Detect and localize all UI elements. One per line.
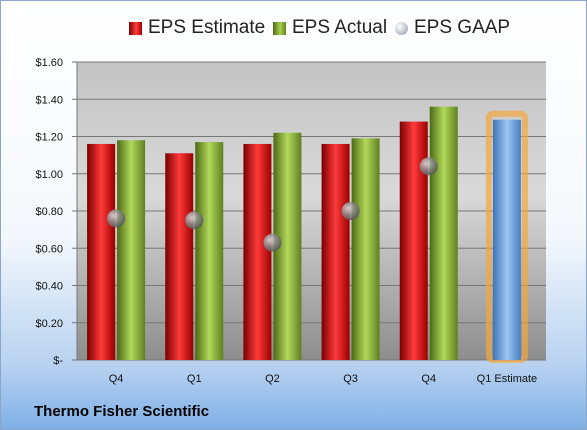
legend-label-gaap: EPS GAAP bbox=[414, 17, 511, 38]
legend-swatch-estimate bbox=[129, 21, 142, 35]
x-tick-label: Q3 bbox=[343, 373, 358, 385]
marker-eps-gaap bbox=[341, 202, 360, 220]
y-tick-label: $0.60 bbox=[35, 243, 63, 255]
y-tick-label: $0.80 bbox=[35, 206, 63, 218]
bar-eps-actual bbox=[117, 140, 146, 360]
legend-item-estimate: EPS Estimate bbox=[129, 17, 265, 39]
x-tick-label: Q4 bbox=[109, 373, 124, 385]
legend-swatch-gaap bbox=[395, 21, 408, 35]
bar-q1-estimate bbox=[492, 119, 521, 360]
x-tick-label: Q1 Estimate bbox=[477, 373, 538, 385]
bar-eps-estimate bbox=[243, 143, 272, 360]
bar-eps-estimate bbox=[87, 143, 116, 360]
legend-swatch-actual bbox=[273, 21, 286, 35]
legend-item-gaap: EPS GAAP bbox=[395, 17, 510, 39]
y-tick-label: $1.60 bbox=[35, 57, 63, 69]
plot-area: $1.60 $1.40 $1.20 $1.00 $0.80 $0.60 $0.40 $0.20… bbox=[35, 57, 546, 385]
marker-eps-gaap bbox=[107, 209, 126, 228]
bar-eps-estimate bbox=[399, 121, 428, 360]
legend-label-actual: EPS Actual bbox=[292, 17, 388, 38]
bar-eps-actual bbox=[429, 106, 458, 360]
x-tick-label: Q2 bbox=[265, 373, 280, 385]
legend: EPS Estimate EPS Actual EPS GAAP bbox=[1, 17, 586, 43]
y-tick-label: $0.20 bbox=[35, 318, 63, 330]
bar-eps-estimate bbox=[321, 143, 350, 360]
legend-label-estimate: EPS Estimate bbox=[148, 17, 266, 38]
company-name: Thermo Fisher Scientific bbox=[34, 403, 210, 420]
marker-eps-gaap bbox=[185, 211, 204, 230]
y-tick-label: $- bbox=[53, 355, 63, 367]
y-tick-label: $1.20 bbox=[35, 132, 63, 144]
legend-item-actual: EPS Actual bbox=[273, 17, 387, 39]
x-tick-label: Q1 bbox=[187, 373, 202, 385]
marker-eps-gaap bbox=[419, 157, 438, 176]
y-tick-label: $1.00 bbox=[35, 169, 63, 181]
marker-eps-gaap bbox=[263, 233, 282, 252]
bar-eps-actual bbox=[195, 142, 224, 360]
bar-eps-actual bbox=[351, 138, 380, 360]
bar-eps-estimate bbox=[165, 153, 194, 360]
x-tick-label: Q4 bbox=[421, 373, 436, 385]
y-tick-label: $1.40 bbox=[35, 94, 63, 106]
y-tick-label: $0.40 bbox=[35, 281, 63, 293]
